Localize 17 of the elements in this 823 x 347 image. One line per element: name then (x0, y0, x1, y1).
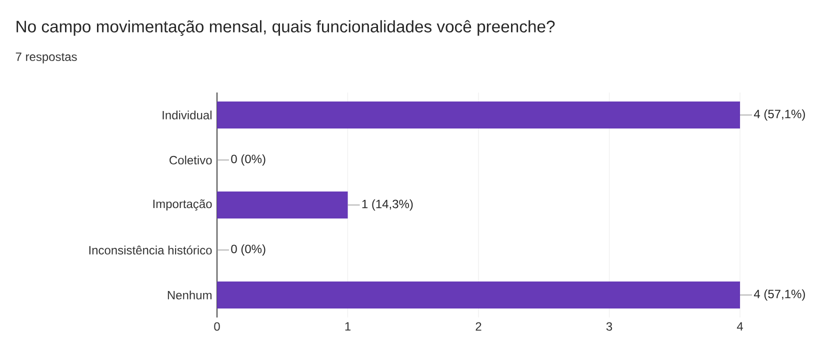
x-tick-label: 3 (606, 322, 612, 331)
y-tick-label: Individual (162, 110, 212, 120)
y-tick-label: Nenhum (168, 290, 212, 300)
data-label: 1 (14,3%) (362, 199, 413, 211)
y-tick-label: Inconsistência histórico (89, 246, 212, 254)
data-label: 0 (0%) (231, 244, 266, 256)
x-tick-label: 2 (476, 322, 482, 331)
data-label: 4 (57,1%) (754, 109, 805, 121)
y-tick-label: Importação (153, 199, 212, 211)
x-tick-label: 4 (736, 322, 743, 330)
text: 7 respostas (16, 52, 77, 64)
chart-title: No campo movimentação mensal, quais funcionalidades você preenche? (16, 20, 555, 36)
data-label: 4 (57,1%) (754, 289, 805, 301)
x-tick-label: 0 (214, 322, 220, 331)
data-label: 0 (0%) (231, 154, 266, 166)
y-tick-label: Coletivo (170, 156, 212, 164)
x-tick-label: 1 (345, 322, 351, 330)
